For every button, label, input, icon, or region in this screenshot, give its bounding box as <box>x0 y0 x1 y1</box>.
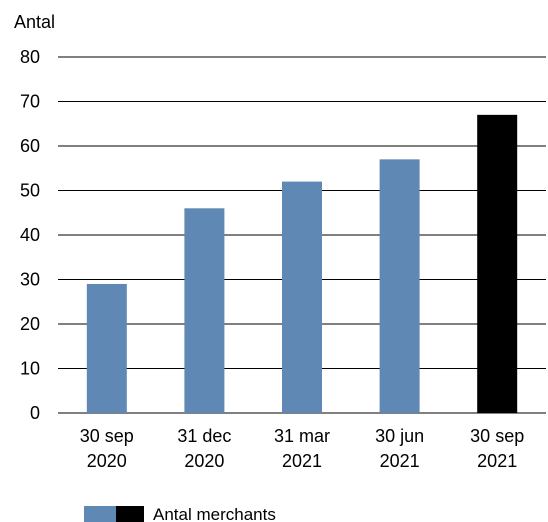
y-tick-label: 30 <box>20 270 40 290</box>
y-tick-label: 50 <box>20 181 40 201</box>
bar-1 <box>86 283 127 413</box>
bar-3 <box>282 181 322 413</box>
x-tick-label: 2021 <box>282 451 322 471</box>
bar-5 <box>477 114 518 413</box>
y-tick-label: 70 <box>20 92 40 112</box>
x-tick-label: 30 sep <box>80 426 134 446</box>
y-tick-label: 0 <box>30 403 40 423</box>
bar-2 <box>184 208 225 413</box>
legend: Antal merchants <box>84 505 276 522</box>
legend-swatch-black <box>116 506 144 522</box>
y-tick-label: 60 <box>20 136 40 156</box>
y-axis-label: Antal <box>14 12 55 32</box>
x-tick-label: 30 sep <box>470 426 524 446</box>
x-tick-label: 2021 <box>380 451 420 471</box>
y-tick-label: 80 <box>20 47 40 67</box>
x-tick-label: 2020 <box>87 451 127 471</box>
x-tick-labels: 30 sep 2020 31 dec 2020 31 mar 2021 30 jun 2021… <box>80 426 524 471</box>
y-tick-label: 20 <box>20 314 40 334</box>
legend-swatch-blue <box>84 506 116 522</box>
legend-label: Antal merchants <box>153 505 276 522</box>
y-tick-label: 10 <box>20 359 40 379</box>
x-tick-label: 31 dec <box>177 426 231 446</box>
x-tick-label: 30 jun <box>375 426 424 446</box>
y-tick-labels: 0 10 20 30 40 50 60 70 80 <box>20 47 40 423</box>
x-tick-label: 2020 <box>184 451 224 471</box>
x-tick-label: 2021 <box>477 451 517 471</box>
y-tick-label: 40 <box>20 225 40 245</box>
x-tick-label: 31 mar <box>274 426 330 446</box>
bars <box>86 114 518 413</box>
bar-4 <box>379 159 420 413</box>
